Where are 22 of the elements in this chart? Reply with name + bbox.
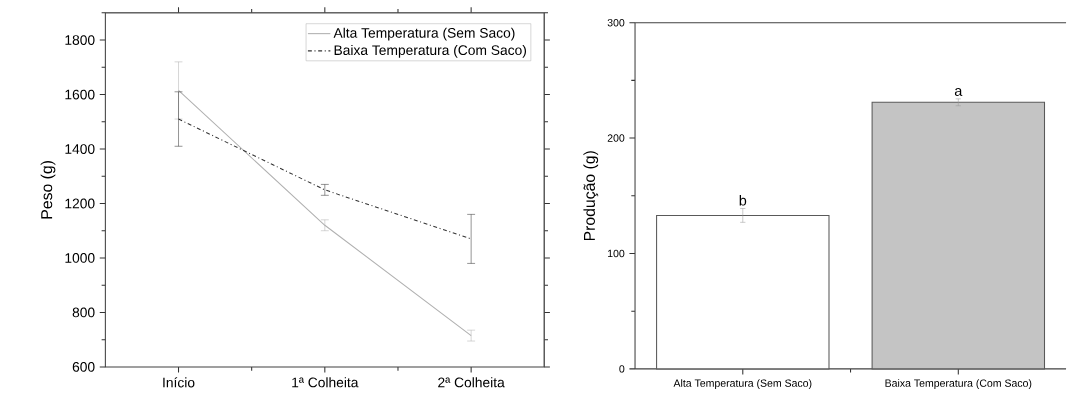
- y-axis-title: Produção (g): [583, 151, 599, 240]
- x-tick-label: Baixa Temperatura (Com Saco): [885, 378, 1032, 389]
- x-tick-label: Início: [163, 376, 195, 388]
- y-tick-label: 600: [72, 361, 95, 372]
- y-tick-label: 800: [72, 307, 95, 318]
- y-tick-label: 300: [607, 18, 625, 27]
- y-tick-label: 1000: [65, 252, 95, 263]
- legend-label: Baixa Temperatura (Com Saco): [334, 44, 527, 58]
- y-tick-label: 0: [619, 364, 625, 373]
- y-tick-label: 1800: [65, 34, 95, 45]
- x-tick-label: Alta Temperatura (Sem Saco): [673, 378, 812, 389]
- x-tick-label: 2ª Colheita: [438, 376, 505, 388]
- y-axis-title: Peso (g): [40, 160, 56, 219]
- y-tick-label: 1400: [65, 143, 95, 154]
- annotation: a: [954, 87, 963, 96]
- legend-label: Alta Temperatura (Sem Saco): [333, 27, 515, 41]
- y-tick-label: 200: [607, 134, 625, 142]
- y-tick-label: 1600: [65, 89, 95, 100]
- y-tick-label: 1200: [65, 198, 95, 209]
- x-tick-label: 1ª Colheita: [292, 376, 359, 388]
- annotation: b: [739, 194, 747, 206]
- y-tick-label: 100: [608, 249, 625, 258]
